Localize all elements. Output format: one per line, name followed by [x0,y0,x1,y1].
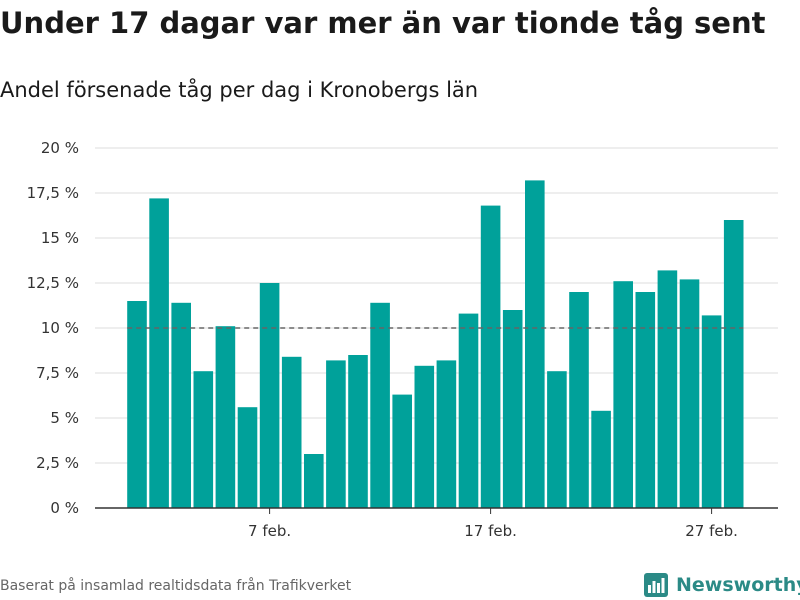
bar [149,198,169,508]
bar [171,302,191,508]
chart-title: Under 17 dagar var mer än var tionde tåg… [0,6,766,40]
bar [701,315,722,508]
x-axis-labels: 7 feb. 17 feb. 27 feb. [248,522,738,540]
bar [392,394,412,508]
bar [436,360,457,508]
y-tick-label: 7,5 % [36,364,79,382]
bar [326,360,346,508]
bar [635,292,656,508]
bar [458,313,479,508]
bar [193,371,214,508]
bar [215,326,236,508]
bar-chart-logo-icon [644,573,668,597]
bar [237,407,258,508]
bar [304,454,324,508]
bar [657,270,678,508]
bar [502,310,523,508]
y-tick-label: 5 % [50,409,79,427]
y-tick-label: 15 % [41,229,79,247]
chart-subtitle: Andel försenade tåg per dag i Kronobergs… [0,78,479,102]
source-note: Baserat på insamlad realtidsdata från Tr… [0,578,352,594]
bar [259,283,280,508]
bars [127,180,744,508]
bar [591,410,611,508]
y-tick-label: 0 % [50,499,79,517]
brand-logo: Newsworthy [644,570,800,600]
bar [679,279,700,508]
y-tick-label: 17,5 % [27,184,79,202]
bar [414,365,435,508]
y-tick-label: 12,5 % [27,274,79,292]
bar [569,292,589,508]
y-tick-label: 10 % [41,319,79,337]
y-tick-label: 2,5 % [36,454,79,472]
y-axis-labels: 0 % 2,5 % 5 % 7,5 % 10 % 12,5 % 15 % 17,5 % 20 % [27,139,79,517]
bar [370,302,390,508]
bar [480,205,501,508]
y-tick-label: 20 % [41,139,79,157]
bar [547,371,567,508]
x-tick-label: 17 feb. [464,522,517,540]
brand-name: Newsworthy [676,574,800,596]
x-tick-label: 27 feb. [685,522,738,540]
bar [613,281,633,508]
x-axis [95,507,778,514]
bar [348,355,368,508]
bar [281,356,302,508]
bar [723,220,744,508]
x-tick-label: 7 feb. [248,522,291,540]
bar [525,180,545,508]
bar [127,301,147,508]
